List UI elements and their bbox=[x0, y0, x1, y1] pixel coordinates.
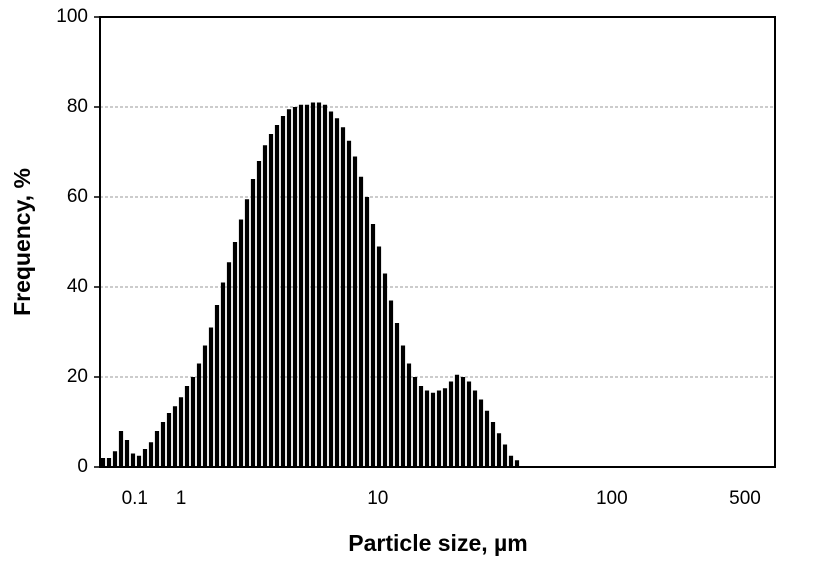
x-tick-label: 500 bbox=[729, 488, 761, 509]
bar bbox=[160, 422, 166, 467]
bar bbox=[466, 381, 472, 467]
bar bbox=[148, 442, 154, 467]
bar bbox=[508, 455, 514, 467]
bar bbox=[154, 431, 160, 467]
bar bbox=[310, 102, 316, 467]
bar bbox=[208, 327, 214, 467]
x-axis-label: Particle size, µm bbox=[348, 530, 527, 556]
x-tick-label: 100 bbox=[596, 488, 628, 509]
bar bbox=[514, 460, 520, 467]
bar bbox=[244, 199, 250, 467]
bar bbox=[166, 413, 172, 467]
bar bbox=[316, 102, 322, 467]
bar bbox=[484, 410, 490, 467]
bar bbox=[100, 458, 106, 467]
bar bbox=[352, 156, 358, 467]
bar bbox=[376, 246, 382, 467]
bar bbox=[124, 440, 130, 467]
bar bbox=[232, 242, 238, 467]
bar bbox=[190, 377, 196, 467]
bar bbox=[172, 406, 178, 467]
y-tick-label: 40 bbox=[67, 276, 88, 297]
bar bbox=[394, 323, 400, 467]
bar bbox=[292, 107, 298, 467]
y-tick-label: 20 bbox=[67, 366, 88, 387]
bar bbox=[274, 125, 280, 467]
bar bbox=[256, 161, 262, 467]
bar bbox=[268, 134, 274, 467]
bar bbox=[358, 176, 364, 467]
bar bbox=[136, 455, 142, 467]
bar bbox=[298, 104, 304, 467]
plot-frame bbox=[99, 16, 776, 468]
bar bbox=[472, 390, 478, 467]
bar bbox=[304, 104, 310, 467]
bar bbox=[238, 219, 244, 467]
bar bbox=[178, 397, 184, 467]
bar bbox=[400, 345, 406, 467]
bar bbox=[370, 224, 376, 467]
bar bbox=[142, 449, 148, 467]
y-axis-label: Frequency, % bbox=[9, 168, 35, 316]
bar bbox=[418, 386, 424, 467]
bar bbox=[382, 273, 388, 467]
bar bbox=[430, 392, 436, 467]
bar bbox=[280, 116, 286, 467]
bar bbox=[346, 140, 352, 467]
y-tick-label: 100 bbox=[56, 6, 88, 27]
x-tick-label: 0.1 bbox=[122, 488, 148, 509]
bar bbox=[340, 127, 346, 467]
bar bbox=[112, 451, 118, 467]
bar bbox=[424, 390, 430, 467]
y-tick-label: 0 bbox=[77, 456, 88, 477]
x-tick-label: 10 bbox=[367, 488, 388, 509]
bar bbox=[286, 109, 292, 467]
bar bbox=[196, 363, 202, 467]
bar bbox=[454, 374, 460, 467]
bar bbox=[130, 453, 136, 467]
bar bbox=[226, 262, 232, 467]
bar bbox=[106, 458, 112, 467]
bar bbox=[436, 390, 442, 467]
y-tick-label: 80 bbox=[67, 96, 88, 117]
bar bbox=[322, 104, 328, 467]
bar bbox=[442, 388, 448, 467]
bar bbox=[364, 197, 370, 467]
bar bbox=[460, 377, 466, 467]
bar bbox=[250, 179, 256, 467]
bar bbox=[184, 386, 190, 467]
bar bbox=[118, 431, 124, 467]
bar bbox=[334, 118, 340, 467]
bar bbox=[262, 145, 268, 467]
bar bbox=[214, 305, 220, 467]
bar bbox=[388, 300, 394, 467]
y-tick-label: 60 bbox=[67, 186, 88, 207]
bar bbox=[328, 111, 334, 467]
bar bbox=[220, 282, 226, 467]
bar bbox=[406, 363, 412, 467]
bar bbox=[202, 345, 208, 467]
bar bbox=[502, 444, 508, 467]
bar bbox=[478, 399, 484, 467]
bar bbox=[412, 377, 418, 467]
x-tick-label: 1 bbox=[176, 488, 187, 509]
bar bbox=[448, 381, 454, 467]
bar bbox=[490, 422, 496, 467]
bar bbox=[496, 433, 502, 467]
